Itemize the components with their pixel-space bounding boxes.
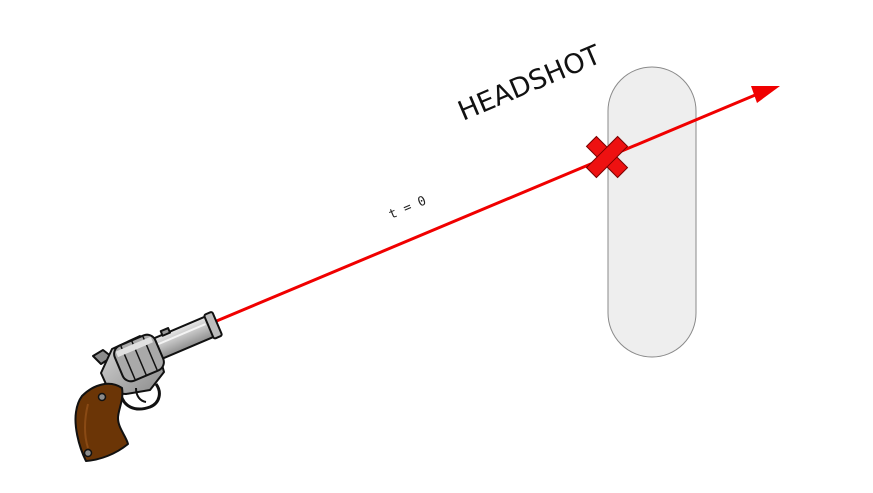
ray-line <box>205 91 762 327</box>
headshot-label: HEADSHOT <box>454 39 606 127</box>
time-label: t = 0 <box>387 194 429 223</box>
x-mark-icon <box>585 135 629 179</box>
revolver-icon <box>74 311 223 462</box>
target-capsule <box>607 66 697 358</box>
ray-arrowhead <box>751 86 780 103</box>
